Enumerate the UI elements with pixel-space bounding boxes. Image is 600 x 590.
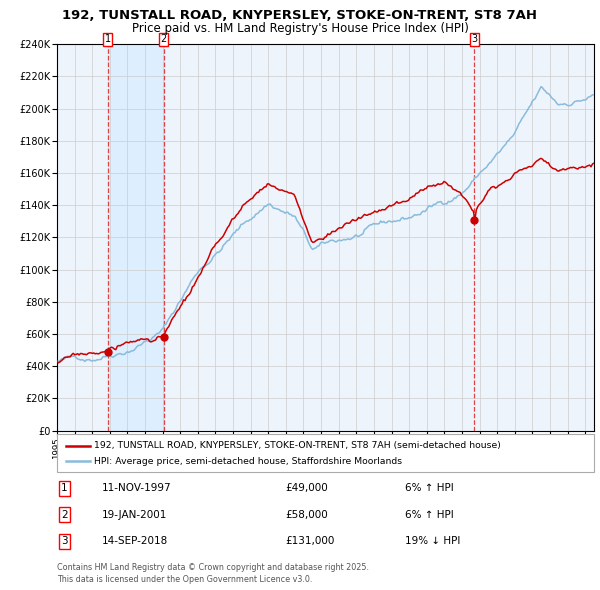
Text: 3: 3 — [61, 536, 68, 546]
Text: £58,000: £58,000 — [285, 510, 328, 520]
Text: 3: 3 — [472, 34, 478, 44]
Text: 2: 2 — [160, 34, 167, 44]
Text: 192, TUNSTALL ROAD, KNYPERSLEY, STOKE-ON-TRENT, ST8 7AH: 192, TUNSTALL ROAD, KNYPERSLEY, STOKE-ON… — [62, 9, 538, 22]
Text: 2: 2 — [61, 510, 68, 520]
Text: 19-JAN-2001: 19-JAN-2001 — [102, 510, 167, 520]
Text: 14-SEP-2018: 14-SEP-2018 — [102, 536, 168, 546]
Text: 19% ↓ HPI: 19% ↓ HPI — [405, 536, 460, 546]
Text: 6% ↑ HPI: 6% ↑ HPI — [405, 483, 454, 493]
Text: 11-NOV-1997: 11-NOV-1997 — [102, 483, 172, 493]
Text: £131,000: £131,000 — [285, 536, 334, 546]
Text: Contains HM Land Registry data © Crown copyright and database right 2025.
This d: Contains HM Land Registry data © Crown c… — [57, 563, 369, 584]
Bar — [107, 44, 164, 431]
Text: 6% ↑ HPI: 6% ↑ HPI — [405, 510, 454, 520]
Text: Price paid vs. HM Land Registry's House Price Index (HPI): Price paid vs. HM Land Registry's House … — [131, 22, 469, 35]
Text: 1: 1 — [104, 34, 110, 44]
Text: 1: 1 — [61, 483, 68, 493]
Text: 192, TUNSTALL ROAD, KNYPERSLEY, STOKE-ON-TRENT, ST8 7AH (semi-detached house): 192, TUNSTALL ROAD, KNYPERSLEY, STOKE-ON… — [94, 441, 501, 450]
Text: HPI: Average price, semi-detached house, Staffordshire Moorlands: HPI: Average price, semi-detached house,… — [94, 457, 403, 466]
Text: £49,000: £49,000 — [285, 483, 328, 493]
